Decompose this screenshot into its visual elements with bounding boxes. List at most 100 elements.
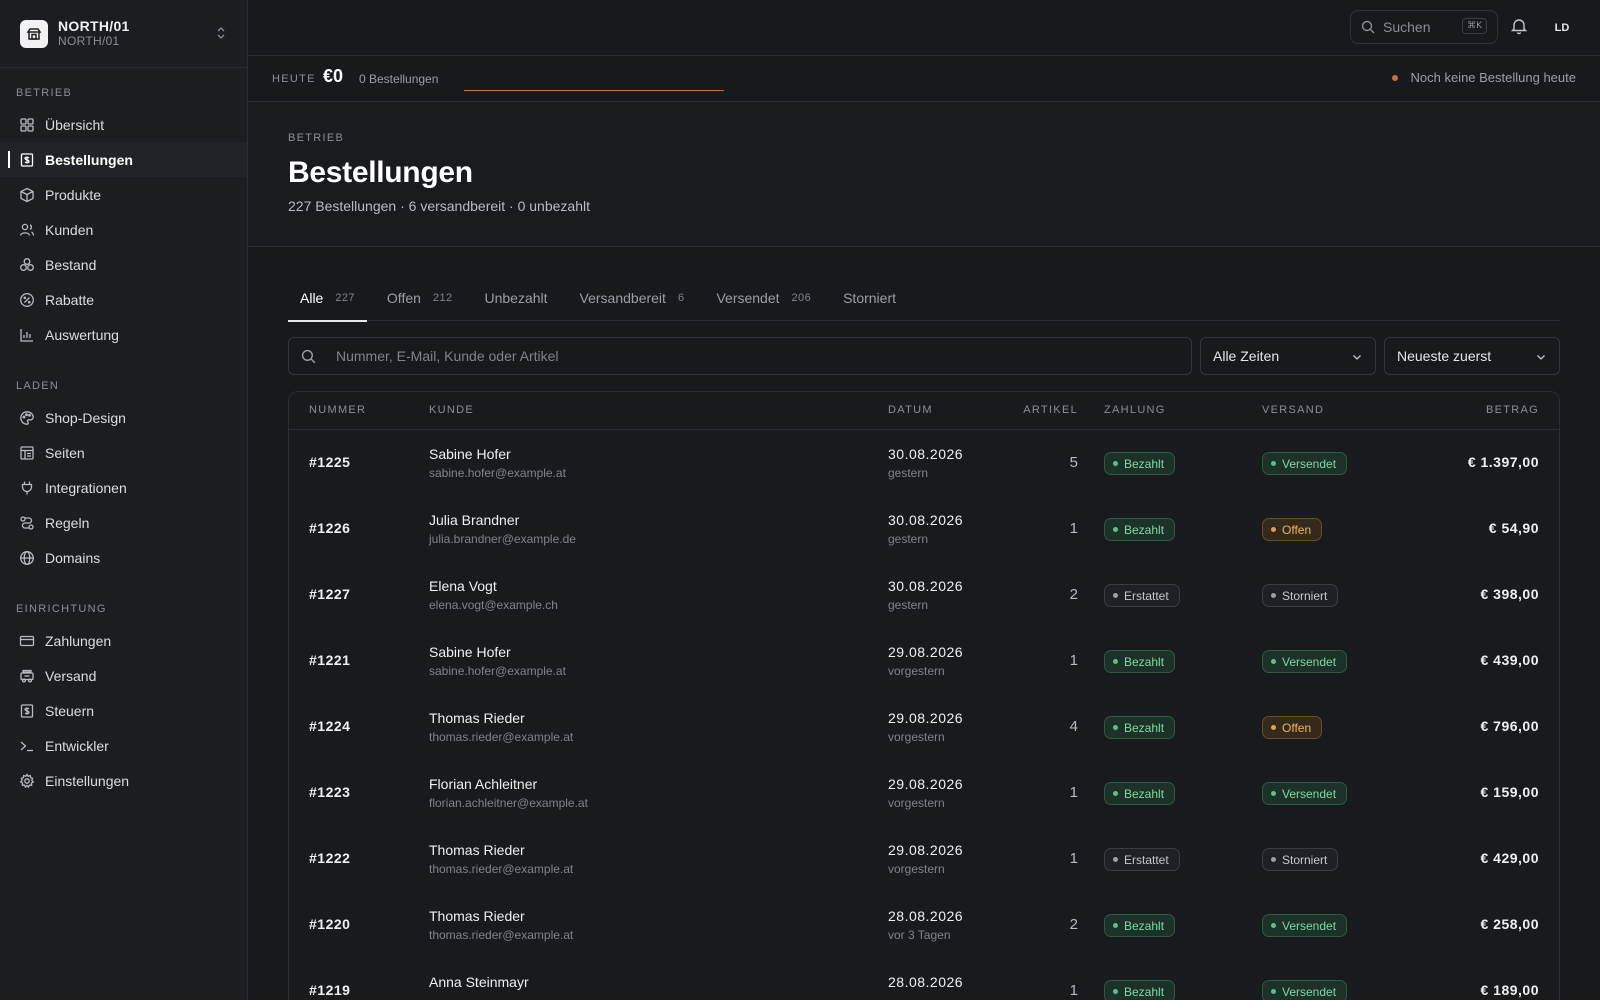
customer-name: Julia Brandner bbox=[429, 512, 520, 528]
sidebar-item-steuern[interactable]: Steuern bbox=[0, 693, 247, 728]
order-number: #1220 bbox=[309, 916, 351, 932]
sidebar-item-versand[interactable]: Versand bbox=[0, 658, 247, 693]
chevron-down-icon bbox=[1351, 350, 1363, 366]
sidebar-item-zahlungen[interactable]: Zahlungen bbox=[0, 623, 247, 658]
status-dot-icon bbox=[1113, 857, 1118, 862]
tab-count: 206 bbox=[791, 292, 812, 304]
status-badge: Versendet bbox=[1262, 650, 1348, 673]
table-row[interactable]: #1220 Thomas Rieder thomas.rieder@example.… bbox=[289, 892, 1559, 958]
order-date: 30.08.2026 bbox=[888, 578, 964, 594]
column-header-amount[interactable]: BETRAG bbox=[1485, 404, 1539, 416]
table-row[interactable]: #1221 Sabine Hofer sabine.hofer@example.at… bbox=[289, 628, 1559, 694]
nav-section-label: LADEN bbox=[16, 380, 60, 392]
tax-icon bbox=[18, 702, 36, 720]
status-text: Erstattet bbox=[1124, 852, 1169, 867]
status-text: Versendet bbox=[1282, 456, 1337, 471]
order-amount: € 159,00 bbox=[1480, 784, 1539, 800]
sidebar-item-entwickler[interactable]: Entwickler bbox=[0, 728, 247, 763]
shipping-status-badge: Versendet bbox=[1262, 980, 1348, 1000]
bell-icon[interactable] bbox=[1510, 17, 1528, 38]
sidebar-item-bestellungen[interactable]: Bestellungen bbox=[0, 142, 247, 177]
sidebar-item-shop-design[interactable]: Shop-Design bbox=[0, 400, 247, 435]
sort-select[interactable]: Neueste zuerst bbox=[1384, 337, 1560, 375]
column-header-shipping[interactable]: VERSAND bbox=[1262, 404, 1325, 416]
order-date-relative: gestern bbox=[888, 598, 929, 612]
sidebar-item-integrationen[interactable]: Integrationen bbox=[0, 470, 247, 505]
orders-table: NUMMER KUNDE DATUM ARTIKEL ZAHLUNG VERSA… bbox=[288, 391, 1560, 1000]
table-row[interactable]: #1226 Julia Brandner julia.brandner@exampl… bbox=[289, 496, 1559, 562]
order-search-input[interactable]: Nummer, E-Mail, Kunde oder Artikel bbox=[288, 337, 1192, 375]
order-number: #1226 bbox=[309, 520, 351, 536]
sidebar-item-seiten[interactable]: Seiten bbox=[0, 435, 247, 470]
customer-name: Thomas Rieder bbox=[429, 710, 525, 726]
order-amount: € 54,90 bbox=[1488, 520, 1539, 536]
search-icon bbox=[1361, 20, 1375, 34]
table-row[interactable]: #1224 Thomas Rieder thomas.rieder@example.… bbox=[289, 694, 1559, 760]
tab-versandbereit[interactable]: Versandbereit 6 bbox=[568, 282, 697, 321]
tab-alle[interactable]: Alle 227 bbox=[288, 282, 367, 322]
tab-versendet[interactable]: Versendet 206 bbox=[704, 282, 823, 321]
page-header: BETRIEB Bestellungen 227 Bestellungen · … bbox=[248, 102, 1600, 247]
order-amount: € 398,00 bbox=[1480, 586, 1539, 602]
table-header: NUMMER KUNDE DATUM ARTIKEL ZAHLUNG VERSA… bbox=[289, 392, 1559, 430]
status-dot-icon bbox=[1392, 74, 1399, 81]
status-text: Versendet bbox=[1282, 918, 1337, 933]
table-row[interactable]: #1225 Sabine Hofer sabine.hofer@example.at… bbox=[289, 430, 1559, 496]
status-badge: Bezahlt bbox=[1104, 782, 1176, 805]
column-header-payment[interactable]: ZAHLUNG bbox=[1104, 404, 1166, 416]
shipping-status-badge: Offen bbox=[1262, 716, 1323, 739]
sidebar-item-label: Seiten bbox=[45, 444, 85, 461]
global-search-input[interactable]: Suchen ⌘K bbox=[1350, 10, 1498, 44]
table-row[interactable]: #1227 Elena Vogt elena.vogt@example.ch 30.0… bbox=[289, 562, 1559, 628]
topbar: Suchen ⌘K LD bbox=[248, 0, 1600, 56]
order-number: #1222 bbox=[309, 850, 351, 866]
status-text: Bezahlt bbox=[1124, 456, 1165, 471]
shipping-status-badge: Storniert bbox=[1262, 848, 1339, 871]
time-range-select[interactable]: Alle Zeiten bbox=[1200, 337, 1376, 375]
sidebar: NORTH/01 NORTH/01 BETRIEB Übersicht Bestel… bbox=[0, 0, 248, 1000]
table-row[interactable]: #1223 Florian Achleitner florian.achleitne… bbox=[289, 760, 1559, 826]
sidebar-item-produkte[interactable]: Produkte bbox=[0, 177, 247, 212]
order-amount: € 189,00 bbox=[1480, 982, 1539, 998]
order-date-relative: vor 3 Tagen bbox=[888, 928, 951, 942]
table-row[interactable]: #1219 Anna Steinmayr 28.08.2026 1 Bezahlt Ver… bbox=[289, 958, 1559, 1000]
user-avatar[interactable]: LD bbox=[1554, 22, 1570, 34]
sidebar-item-domains[interactable]: Domains bbox=[0, 540, 247, 575]
customer-email: elena.vogt@example.ch bbox=[429, 598, 558, 612]
column-header-number[interactable]: NUMMER bbox=[309, 404, 367, 416]
sidebar-item-label: Steuern bbox=[45, 702, 95, 719]
sidebar-item-übersicht[interactable]: Übersicht bbox=[0, 107, 247, 142]
route-icon bbox=[18, 514, 36, 532]
order-date-relative: vorgestern bbox=[888, 664, 945, 678]
customer-name: Sabine Hofer bbox=[429, 644, 511, 660]
shipping-status-badge: Versendet bbox=[1262, 914, 1348, 937]
status-text: Versendet bbox=[1282, 984, 1337, 999]
sidebar-item-label: Zahlungen bbox=[45, 632, 112, 649]
order-number: #1223 bbox=[309, 784, 351, 800]
sidebar-item-auswertung[interactable]: Auswertung bbox=[0, 317, 247, 352]
sidebar-item-einstellungen[interactable]: Einstellungen bbox=[0, 763, 247, 798]
terminal-icon bbox=[18, 737, 36, 755]
column-header-items[interactable]: ARTIKEL bbox=[1023, 404, 1078, 416]
sidebar-item-regeln[interactable]: Regeln bbox=[0, 505, 247, 540]
column-header-customer[interactable]: KUNDE bbox=[429, 404, 475, 416]
payment-status-badge: Erstattet bbox=[1104, 848, 1180, 871]
sort-value: Neueste zuerst bbox=[1397, 348, 1492, 364]
status-dot-icon bbox=[1113, 527, 1118, 532]
shipping-status-badge: Storniert bbox=[1262, 584, 1339, 607]
shipping-status-badge: Versendet bbox=[1262, 650, 1348, 673]
store-switcher[interactable]: NORTH/01 NORTH/01 bbox=[0, 0, 247, 68]
status-text: Storniert bbox=[1282, 588, 1328, 603]
sidebar-item-kunden[interactable]: Kunden bbox=[0, 212, 247, 247]
tab-unbezahlt[interactable]: Unbezahlt bbox=[472, 282, 559, 321]
sidebar-item-rabatte[interactable]: Rabatte bbox=[0, 282, 247, 317]
sidebar-item-bestand[interactable]: Bestand bbox=[0, 247, 247, 282]
order-amount: € 429,00 bbox=[1480, 850, 1539, 866]
order-number: #1221 bbox=[309, 652, 351, 668]
order-number: #1219 bbox=[309, 982, 351, 998]
column-header-date[interactable]: DATUM bbox=[888, 404, 933, 416]
tab-offen[interactable]: Offen 212 bbox=[375, 282, 465, 321]
tab-storniert[interactable]: Storniert bbox=[831, 282, 908, 321]
table-row[interactable]: #1222 Thomas Rieder thomas.rieder@example.… bbox=[289, 826, 1559, 892]
status-dot-icon bbox=[1271, 659, 1276, 664]
